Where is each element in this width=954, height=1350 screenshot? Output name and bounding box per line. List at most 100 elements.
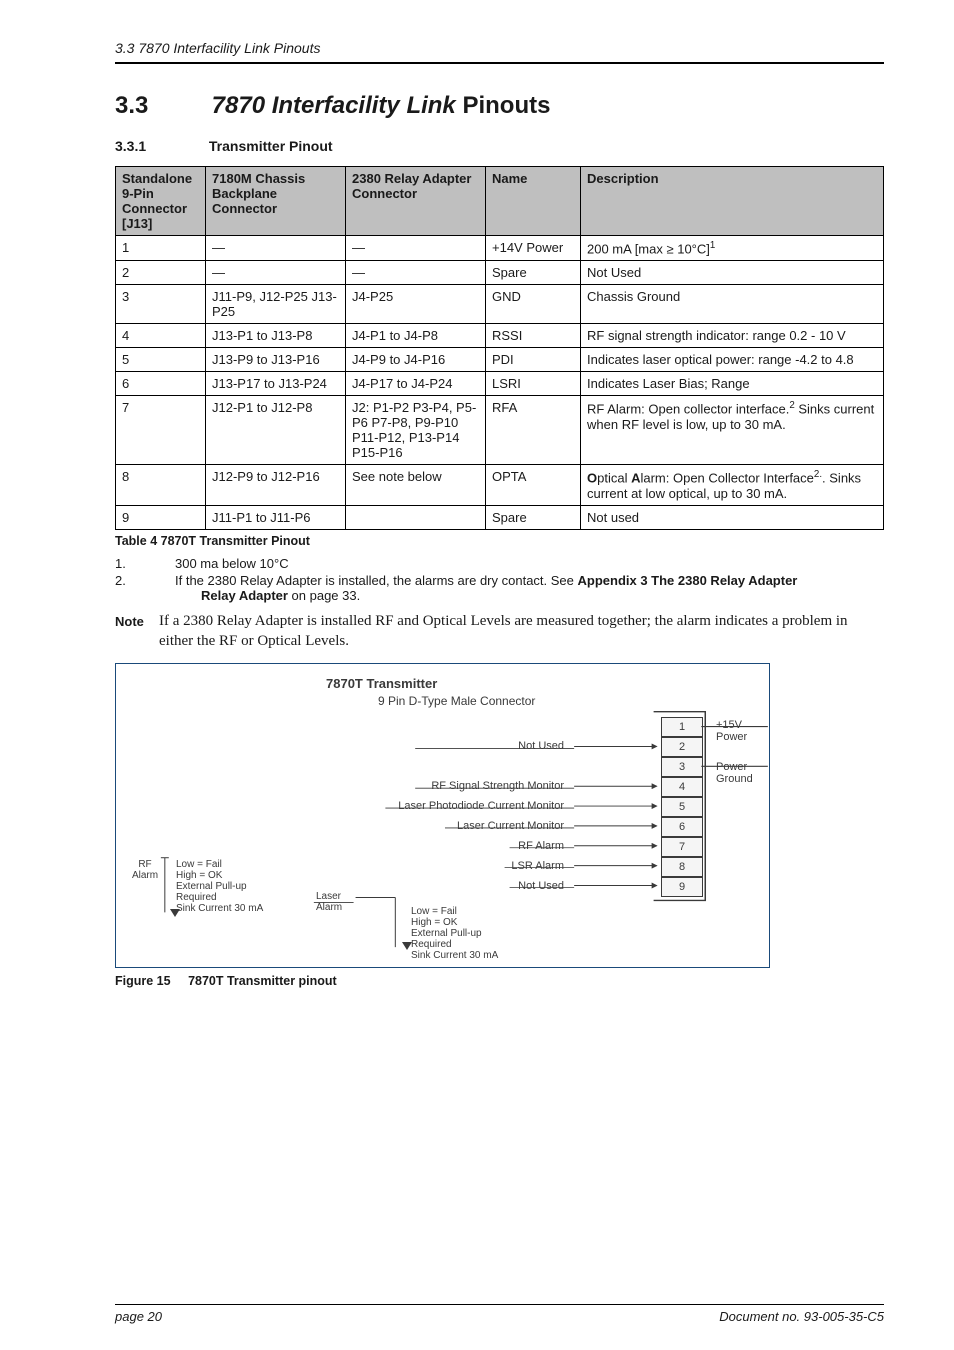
pin-box: 1 [661,717,703,737]
table-cell: — [206,236,346,261]
table-cell: See note below [346,465,486,505]
table-header: 2380 Relay Adapter Connector [346,167,486,236]
table-cell: — [206,261,346,285]
footnotes: 1. 300 ma below 10°C 2. If the 2380 Rela… [115,556,884,603]
section-title-rest: Pinouts [456,92,551,119]
diagram-row-label: Laser Photodiode Current Monitor [398,800,564,812]
figure-title: 7870T Transmitter pinout [188,974,337,988]
table-cell: J4-P25 [346,285,486,324]
table-cell: J11-P9, J12-P25 J13-P25 [206,285,346,324]
section-title: 3.3 7870 Interfacility Link Pinouts [115,92,884,120]
table-cell: RF signal strength indicator: range 0.2 … [581,324,884,348]
subsection-heading: 3.3.1 Transmitter Pinout [115,138,884,154]
footnote-ref: 2. [814,469,822,480]
diagram-row-label: Not Used [518,740,564,752]
cell-text: 200 mA [max ≥ 10°C] [587,241,710,256]
footnote-lead: If the 2380 Relay Adapter is installed, … [175,573,578,588]
note-block: Note If a 2380 Relay Adapter is installe… [115,611,884,652]
transmitter-diagram: 7870T Transmitter 9 Pin D-Type Male Conn… [115,663,770,968]
footer-rule [115,1304,884,1305]
table-cell: 1 [116,236,206,261]
table-cell: — [346,261,486,285]
table-cell: 2 [116,261,206,285]
cell-text: RF Alarm: Open collector interface. [587,402,789,417]
table-cell: J13-P17 to J13-P24 [206,372,346,396]
table-cell: J13-P9 to J13-P16 [206,348,346,372]
table-row: 3 J11-P9, J12-P25 J13-P25 J4-P25 GND Cha… [116,285,884,324]
table-cell: 6 [116,372,206,396]
table-row: 6 J13-P17 to J13-P24 J4-P17 to J4-P24 LS… [116,372,884,396]
table-cell: RF Alarm: Open collector interface.2 Sin… [581,396,884,465]
laser-alarm-note: Low = FailHigh = OKExternal Pull-upRequi… [411,906,531,961]
footer-page-number: page 20 [115,1309,162,1324]
pin-box: 6 [661,817,703,837]
subsection-number: 3.3.1 [115,138,205,154]
table-cell: Chassis Ground [581,285,884,324]
table-row: 1 — — +14V Power 200 mA [max ≥ 10°C]1 [116,236,884,261]
table-header: Standalone 9-Pin Connector [J13] [116,167,206,236]
table-row: 4 J13-P1 to J13-P8 J4-P1 to J4-P8 RSSI R… [116,324,884,348]
cell-bold: O [587,471,597,486]
rf-alarm-side-label: RF Alarm [126,859,164,881]
footnote-item: 1. 300 ma below 10°C [115,556,884,571]
table-header-row: Standalone 9-Pin Connector [J13] 7180M C… [116,167,884,236]
table-row: 8 J12-P9 to J12-P16 See note below OPTA … [116,465,884,505]
table-row: 5 J13-P9 to J13-P16 J4-P9 to J4-P16 PDI … [116,348,884,372]
ext-label-power: +15V Power [716,719,769,743]
table-cell: Spare [486,261,581,285]
diagram-row-label: RF Signal Strength Monitor [431,780,564,792]
triangle-icon [402,941,412,953]
table-cell: Indicates laser optical power: range -4.… [581,348,884,372]
header-rule [115,62,884,64]
footnote-text: 300 ma below 10°C [175,556,884,571]
table-cell: J4-P9 to J4-P16 [346,348,486,372]
table-cell: +14V Power [486,236,581,261]
table-cell: GND [486,285,581,324]
pin-box: 7 [661,837,703,857]
table-header: 7180M Chassis Backplane Connector [206,167,346,236]
laser-alarm-side-label: Laser Alarm [316,891,366,913]
laser-alarm-note-text: Low = FailHigh = OKExternal Pull-upRequi… [411,906,498,961]
pin-box: 9 [661,877,703,897]
section-title-italic: 7870 Interfacility Link [212,92,456,119]
table-cell: 8 [116,465,206,505]
footnote-number: 2. [115,573,175,603]
pin-box: 2 [661,737,703,757]
table-cell: — [346,236,486,261]
table-cell: J4-P17 to J4-P24 [346,372,486,396]
table-cell: 4 [116,324,206,348]
pin-box: 8 [661,857,703,877]
table-cell: J11-P1 to J11-P6 [206,505,346,529]
table-body: 1 — — +14V Power 200 mA [max ≥ 10°C]1 2 … [116,236,884,530]
footnote-tail: on page 33. [288,588,360,603]
figure-caption: Figure 15 7870T Transmitter pinout [115,974,884,988]
table-cell: 7 [116,396,206,465]
page-footer: page 20 Document no. 93-005-35-C5 [115,1304,884,1324]
footnote-bold: Appendix 3 The 2380 Relay Adapter [578,573,798,588]
table-cell: 3 [116,285,206,324]
page: 3.3 7870 Interfacility Link Pinouts 3.3 … [0,0,954,1350]
table-row: 9 J11-P1 to J11-P6 Spare Not used [116,505,884,529]
table-cell: 9 [116,505,206,529]
pin-box: 4 [661,777,703,797]
figure-number: Figure 15 [115,974,171,988]
table-header: Name [486,167,581,236]
diagram-row-label: RF Alarm [518,840,564,852]
subsection-title: Transmitter Pinout [209,138,333,154]
pinout-table: Standalone 9-Pin Connector [J13] 7180M C… [115,166,884,530]
footer-document-number: Document no. 93-005-35-C5 [719,1309,884,1324]
table-row: 2 — — Spare Not Used [116,261,884,285]
footnote-item: 2. If the 2380 Relay Adapter is installe… [115,573,884,603]
pin-box: 5 [661,797,703,817]
pin-box: 3 [661,757,703,777]
table-cell: 200 mA [max ≥ 10°C]1 [581,236,884,261]
diagram-row-label: LSR Alarm [511,860,564,872]
table-cell: J4-P1 to J4-P8 [346,324,486,348]
table-cell: Optical Alarm: Open Collector Interface2… [581,465,884,505]
table-cell: OPTA [486,465,581,505]
table-cell: J13-P1 to J13-P8 [206,324,346,348]
table-cell: RFA [486,396,581,465]
footnote-ref: 1 [710,240,715,251]
triangle-icon [170,908,180,920]
footnote-number: 1. [115,556,175,571]
